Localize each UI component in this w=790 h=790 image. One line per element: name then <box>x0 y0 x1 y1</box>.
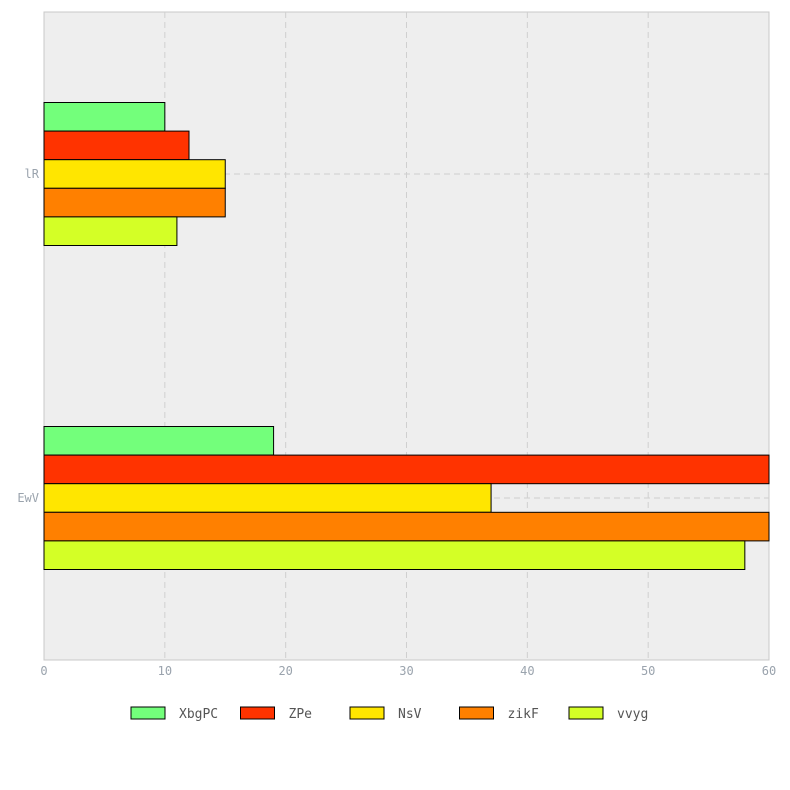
bars <box>43 102 770 571</box>
bar-vvyg-lR <box>43 216 178 246</box>
legend-swatch-vvyg <box>568 706 604 720</box>
legend-label-XbgPC[interactable]: XbgPC <box>179 707 218 722</box>
x-axis: 0 10 20 30 40 50 60 <box>40 664 776 678</box>
legend-swatch-XbgPC <box>130 706 166 720</box>
x-tick-label: 10 <box>158 664 172 678</box>
bar-XbgPC-lR <box>43 102 166 132</box>
bar-zikF-EwV <box>43 511 770 542</box>
bar-ZPe-lR <box>43 130 190 161</box>
y-tick-label: EwV <box>17 491 39 505</box>
x-tick-label: 40 <box>520 664 534 678</box>
bar-ZPe-EwV <box>43 454 770 485</box>
bar-NsV-lR <box>43 159 226 189</box>
x-tick-label: 0 <box>40 664 47 678</box>
bar-NsV-EwV <box>43 483 492 513</box>
bar-XbgPC-EwV <box>43 426 275 456</box>
legend-swatch-zikF <box>459 706 494 720</box>
y-tick-label: lR <box>25 167 40 181</box>
x-tick-label: 30 <box>399 664 413 678</box>
legend-label-zikF[interactable]: zikF <box>508 707 539 722</box>
bar-zikF-lR <box>43 187 226 218</box>
y-axis: lR EwV <box>17 167 39 505</box>
x-tick-label: 20 <box>278 664 292 678</box>
x-tick-label: 50 <box>641 664 655 678</box>
legend-label-NsV[interactable]: NsV <box>398 707 422 722</box>
legend-label-ZPe[interactable]: ZPe <box>289 707 313 722</box>
legend-swatch-NsV <box>349 706 385 720</box>
legend-label-vvyg[interactable]: vvyg <box>617 707 648 722</box>
legend[interactable]: XbgPC ZPe NsV zikF vvyg <box>130 706 648 722</box>
legend-swatch-ZPe <box>240 706 275 720</box>
bar-vvyg-EwV <box>43 540 746 571</box>
x-tick-label: 60 <box>762 664 776 678</box>
